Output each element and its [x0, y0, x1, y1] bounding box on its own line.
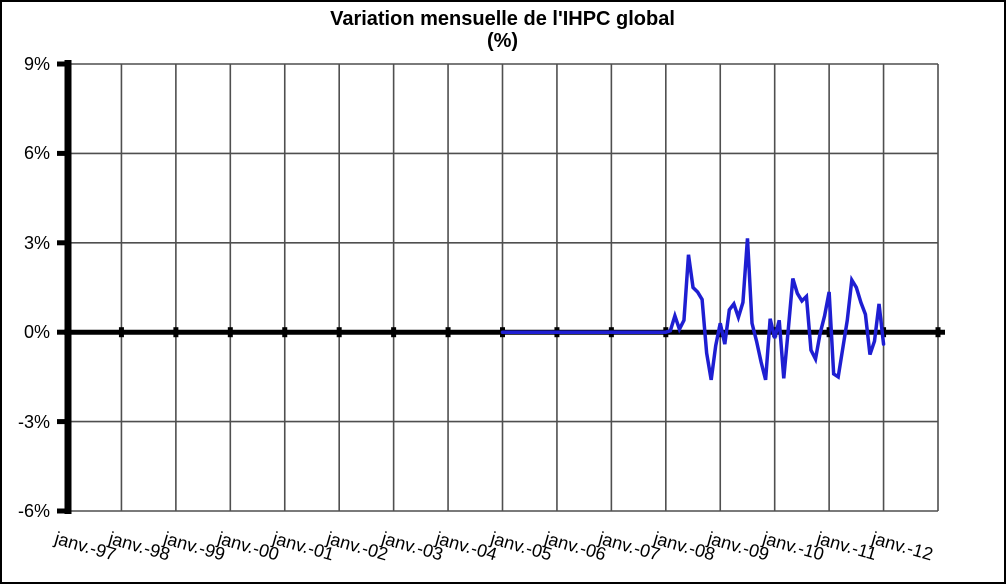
y-axis-tick	[57, 329, 66, 335]
x-axis-tick	[118, 327, 124, 338]
x-axis-tick	[64, 327, 70, 338]
chart-title-line1: Variation mensuelle de l'IHPC global	[330, 8, 675, 30]
x-axis-tick	[826, 327, 832, 338]
y-axis-tick	[57, 61, 66, 67]
chart-title: Variation mensuelle de l'IHPC global (%)	[67, 8, 938, 52]
x-axis-tick	[336, 327, 342, 338]
y-tick-label: -6%	[17, 501, 50, 521]
y-axis-tick	[57, 240, 66, 246]
x-axis-tick	[935, 327, 941, 338]
x-axis-tick	[282, 327, 288, 338]
y-tick-label: 3%	[23, 232, 50, 253]
x-axis-tick	[391, 327, 397, 338]
x-axis-tick	[173, 327, 179, 338]
y-axis-tick	[57, 150, 66, 156]
x-axis-tick	[717, 327, 723, 338]
y-axis-tick	[57, 419, 66, 425]
x-axis-tick	[445, 327, 451, 338]
y-tick-label: 6%	[23, 143, 50, 164]
x-axis-tick	[227, 327, 233, 338]
series-line	[500, 238, 886, 381]
y-axis-tick	[57, 508, 66, 514]
y-tick-label: 0%	[23, 322, 50, 343]
chart-title-line2: (%)	[486, 30, 519, 52]
y-tick-label: -3%	[17, 411, 50, 432]
y-tick-label: 9%	[23, 54, 50, 74]
